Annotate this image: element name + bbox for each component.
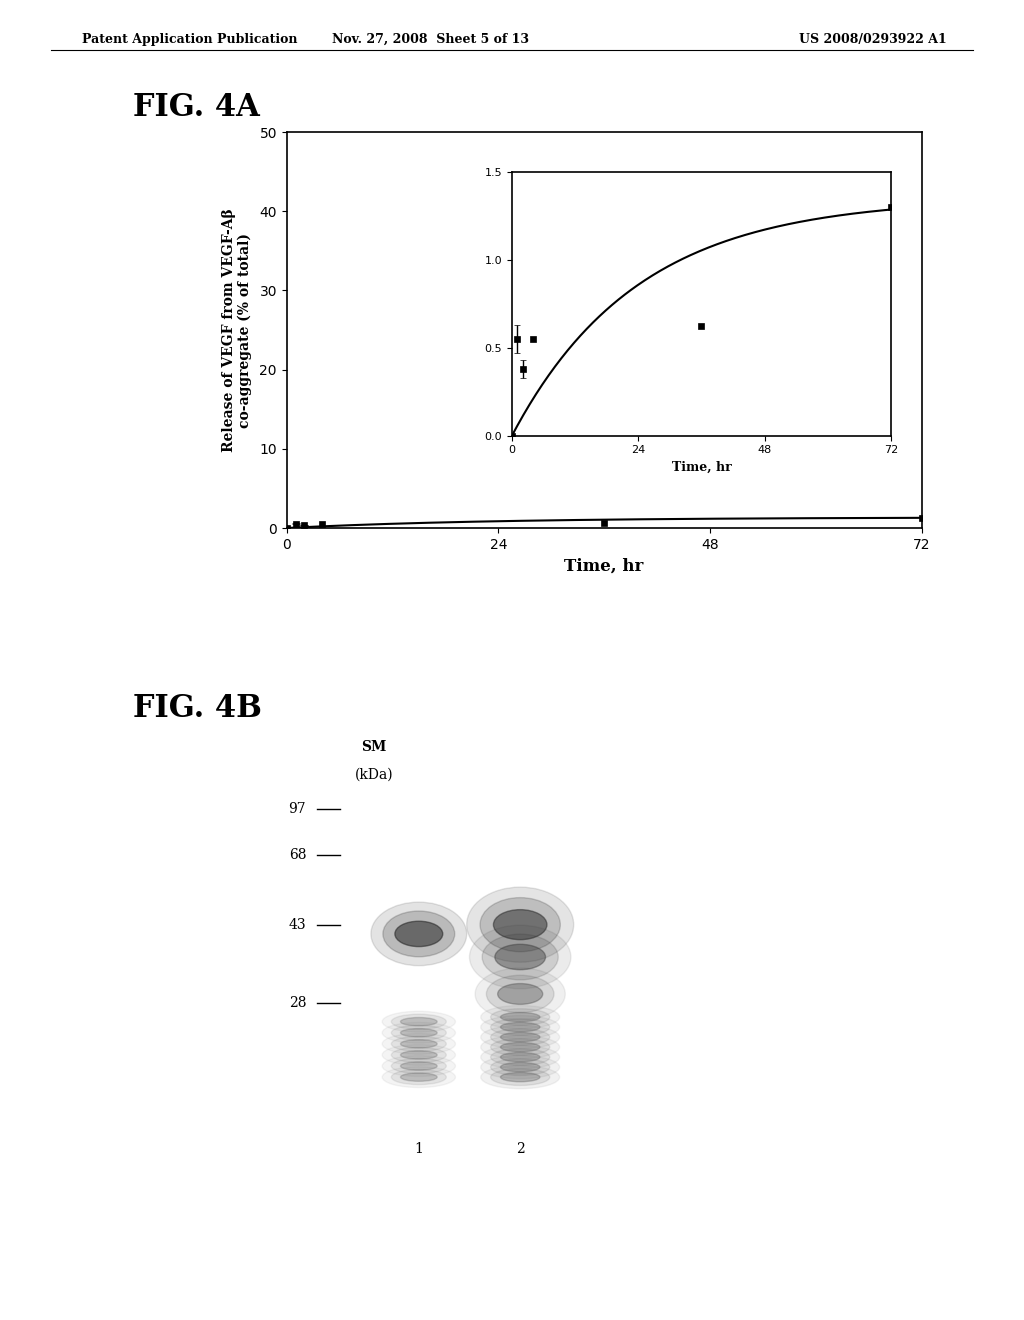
Ellipse shape [501,1012,540,1022]
Text: US 2008/0293922 A1: US 2008/0293922 A1 [799,33,946,46]
Ellipse shape [490,1019,550,1035]
Text: 2: 2 [516,1142,524,1156]
Ellipse shape [481,1006,559,1028]
Ellipse shape [382,1067,456,1088]
Ellipse shape [382,1044,456,1065]
Ellipse shape [501,1052,540,1061]
Ellipse shape [382,1034,456,1055]
Ellipse shape [490,1049,550,1065]
Text: FIG. 4A: FIG. 4A [133,92,260,123]
Y-axis label: Release of VEGF from VEGF-Aβ
co-aggregate (% of total): Release of VEGF from VEGF-Aβ co-aggregat… [222,209,253,451]
Ellipse shape [490,1069,550,1085]
Text: Nov. 27, 2008  Sheet 5 of 13: Nov. 27, 2008 Sheet 5 of 13 [332,33,528,46]
Ellipse shape [395,921,442,946]
Ellipse shape [382,1056,456,1076]
Ellipse shape [391,1048,446,1063]
Ellipse shape [400,1028,437,1038]
Ellipse shape [490,1059,550,1076]
Ellipse shape [391,1069,446,1085]
Ellipse shape [467,887,573,962]
Ellipse shape [495,944,546,970]
Ellipse shape [481,1026,559,1048]
Ellipse shape [371,902,467,966]
Ellipse shape [391,1014,446,1030]
Ellipse shape [480,898,560,952]
Ellipse shape [498,983,543,1005]
Ellipse shape [400,1051,437,1059]
Ellipse shape [400,1040,437,1048]
Ellipse shape [486,975,554,1012]
Ellipse shape [501,1032,540,1041]
Ellipse shape [501,1063,540,1072]
Text: 68: 68 [289,849,306,862]
Text: 97: 97 [289,803,306,816]
Ellipse shape [469,925,571,989]
Ellipse shape [382,1023,456,1043]
Ellipse shape [482,935,558,979]
Ellipse shape [501,1043,540,1052]
Ellipse shape [382,1011,456,1032]
Ellipse shape [481,1065,559,1089]
Ellipse shape [501,1023,540,1032]
Ellipse shape [400,1073,437,1081]
Ellipse shape [391,1026,446,1040]
Text: SM: SM [361,741,386,754]
Text: FIG. 4B: FIG. 4B [133,693,262,723]
Ellipse shape [391,1059,446,1073]
Ellipse shape [481,1045,559,1069]
Ellipse shape [490,1028,550,1045]
Text: 28: 28 [289,997,306,1010]
Text: 1: 1 [415,1142,423,1156]
Ellipse shape [490,1008,550,1026]
Text: 43: 43 [289,917,306,932]
Ellipse shape [475,968,565,1020]
Ellipse shape [391,1036,446,1051]
Text: Patent Application Publication: Patent Application Publication [82,33,297,46]
Ellipse shape [501,1072,540,1082]
Ellipse shape [400,1018,437,1026]
Ellipse shape [481,1015,559,1039]
Ellipse shape [383,911,455,957]
Ellipse shape [481,1056,559,1078]
Text: (kDa): (kDa) [354,768,393,781]
Ellipse shape [490,1039,550,1056]
Ellipse shape [400,1061,437,1071]
X-axis label: Time, hr: Time, hr [564,557,644,574]
Ellipse shape [481,1035,559,1059]
X-axis label: Time, hr: Time, hr [672,461,731,474]
Ellipse shape [494,909,547,940]
